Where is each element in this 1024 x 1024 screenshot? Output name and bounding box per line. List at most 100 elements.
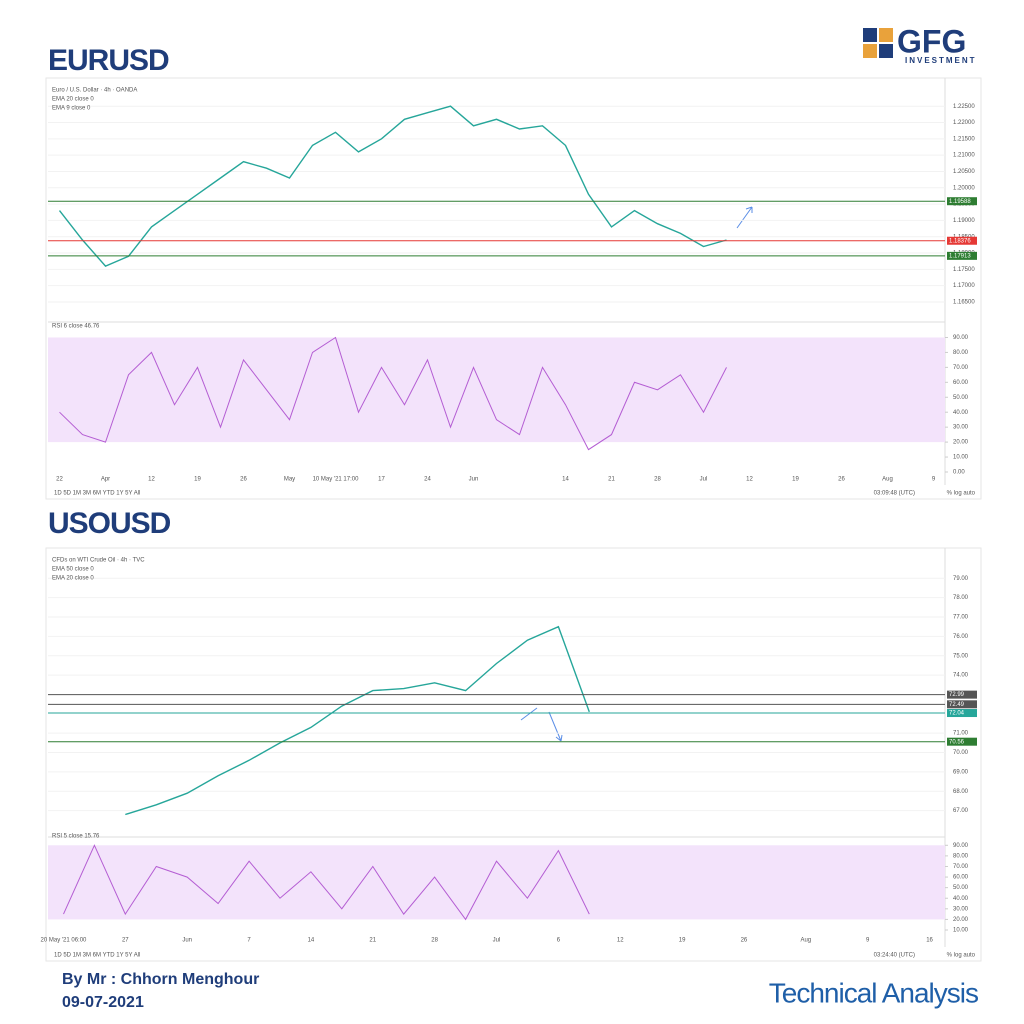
y-tick-label: 68.00 bbox=[953, 789, 969, 795]
y-tick-label: 75.00 bbox=[953, 653, 969, 659]
x-tick-label: 21 bbox=[608, 477, 615, 483]
rsi-line bbox=[63, 844, 590, 921]
legend-line: EMA 20 close 0 bbox=[52, 576, 94, 582]
level-tag bbox=[947, 700, 977, 709]
rsi-tick-label: 30.00 bbox=[953, 906, 969, 912]
logo-block bbox=[863, 28, 877, 42]
x-tick-label: 16 bbox=[926, 938, 933, 944]
chart-frame bbox=[45, 77, 982, 500]
price-line bbox=[58, 105, 727, 267]
x-tick-label: Jul bbox=[493, 938, 501, 944]
y-tick-label: 1.16500 bbox=[953, 300, 975, 306]
x-tick-label: 12 bbox=[746, 477, 753, 483]
level-label: 72.99 bbox=[949, 692, 965, 698]
rsi-tick-label: 60.00 bbox=[953, 380, 969, 386]
level-label: 72.49 bbox=[949, 702, 965, 708]
x-tick-label: 22 bbox=[56, 477, 63, 483]
logo-block bbox=[863, 44, 877, 58]
level-label: 1.19588 bbox=[949, 199, 971, 205]
rsi-tick-label: 30.00 bbox=[953, 425, 969, 431]
y-tick-label: 1.22500 bbox=[953, 104, 975, 110]
toolbar[interactable]: 1D 5D 1M 3M 6M YTD 1Y 5Y All bbox=[54, 953, 140, 959]
logo: GFG INVESTMENT bbox=[863, 23, 977, 65]
scale-options[interactable]: % log auto bbox=[947, 953, 976, 959]
level-tag bbox=[947, 690, 977, 699]
level-tag bbox=[947, 737, 977, 746]
rsi-label: RSI 6 close 46.76 bbox=[52, 324, 100, 330]
y-tick-label: 70.00 bbox=[953, 750, 969, 756]
rsi-tick-label: 40.00 bbox=[953, 896, 969, 902]
chart-title: USOUSD bbox=[48, 507, 171, 540]
annotation-arrow bbox=[736, 206, 753, 229]
legend-line: Euro / U.S. Dollar · 4h · OANDA bbox=[52, 88, 137, 94]
x-tick-label: Aug bbox=[882, 477, 893, 483]
y-tick-label: 1.17500 bbox=[953, 267, 975, 273]
level-label: 70.56 bbox=[949, 739, 965, 745]
x-tick-label: Jun bbox=[469, 477, 479, 483]
y-tick-label: 74.00 bbox=[953, 673, 969, 679]
x-tick-label: 19 bbox=[792, 477, 799, 483]
x-tick-label: Jul bbox=[700, 477, 708, 483]
x-tick-label: Jun bbox=[182, 938, 192, 944]
author: By Mr : Chhorn Menghour bbox=[62, 971, 259, 988]
legend-line: CFDs on WTI Crude Oil · 4h · TVC bbox=[52, 558, 145, 564]
x-tick-label: 9 bbox=[866, 938, 870, 944]
footer-label: Technical Analysis bbox=[769, 977, 978, 1008]
logo-subtext: INVESTMENT bbox=[905, 56, 977, 65]
x-tick-label: 6 bbox=[557, 938, 561, 944]
date: 09-07-2021 bbox=[62, 994, 144, 1011]
y-tick-label: 67.00 bbox=[953, 808, 969, 814]
x-tick-label: 20 May '21 06:00 bbox=[41, 938, 88, 944]
y-tick-label: 1.21000 bbox=[953, 153, 975, 159]
x-tick-label: 9 bbox=[932, 477, 936, 483]
level-tag bbox=[947, 251, 977, 260]
x-tick-label: 24 bbox=[424, 477, 431, 483]
y-tick-label: 1.19000 bbox=[953, 218, 975, 224]
x-tick-label: 19 bbox=[194, 477, 201, 483]
toolbar[interactable]: 1D 5D 1M 3M 6M YTD 1Y 5Y All bbox=[54, 491, 140, 497]
y-tick-label: 79.00 bbox=[953, 576, 969, 582]
y-tick-label: 78.00 bbox=[953, 595, 969, 601]
x-tick-label: 21 bbox=[369, 938, 376, 944]
x-tick-label: 7 bbox=[247, 938, 251, 944]
legend-line: EMA 50 close 0 bbox=[52, 567, 94, 573]
rsi-tick-label: 0.00 bbox=[953, 470, 965, 476]
logo-block bbox=[879, 28, 893, 42]
x-tick-label: 12 bbox=[148, 477, 155, 483]
scale-options[interactable]: % log auto bbox=[947, 491, 976, 497]
x-tick-label: 28 bbox=[654, 477, 661, 483]
x-tick-label: 12 bbox=[617, 938, 624, 944]
level-tag bbox=[947, 709, 977, 718]
level-label: 72.04 bbox=[949, 711, 965, 717]
rsi-tick-label: 60.00 bbox=[953, 875, 969, 881]
rsi-tick-label: 50.00 bbox=[953, 395, 969, 401]
y-tick-label: 1.22000 bbox=[953, 120, 975, 126]
rsi-tick-label: 90.00 bbox=[953, 843, 969, 849]
x-tick-label: 17 bbox=[378, 477, 385, 483]
rsi-band bbox=[48, 337, 945, 443]
x-tick-label: 26 bbox=[838, 477, 845, 483]
rsi-tick-label: 20.00 bbox=[953, 917, 969, 923]
x-tick-label: 10 May '21 17:00 bbox=[313, 477, 360, 483]
x-tick-label: Aug bbox=[800, 938, 811, 944]
x-tick-label: 28 bbox=[431, 938, 438, 944]
chart-frame bbox=[45, 547, 982, 962]
logo-text: GFG bbox=[897, 23, 966, 59]
x-tick-label: 26 bbox=[741, 938, 748, 944]
x-tick-label: May bbox=[284, 477, 295, 483]
logo-block bbox=[879, 44, 893, 58]
rsi-tick-label: 70.00 bbox=[953, 365, 969, 371]
chart-title: EURUSD bbox=[48, 44, 169, 77]
rsi-tick-label: 80.00 bbox=[953, 350, 969, 356]
rsi-tick-label: 20.00 bbox=[953, 440, 969, 446]
y-tick-label: 69.00 bbox=[953, 769, 969, 775]
rsi-tick-label: 10.00 bbox=[953, 928, 969, 934]
level-label: 1.18376 bbox=[949, 238, 971, 244]
legend-line: EMA 9 close 0 bbox=[52, 106, 91, 112]
level-label: 1.17913 bbox=[949, 253, 971, 259]
x-tick-label: 14 bbox=[308, 938, 315, 944]
rsi-tick-label: 40.00 bbox=[953, 410, 969, 416]
rsi-tick-label: 70.00 bbox=[953, 864, 969, 870]
y-tick-label: 1.17000 bbox=[953, 283, 975, 289]
